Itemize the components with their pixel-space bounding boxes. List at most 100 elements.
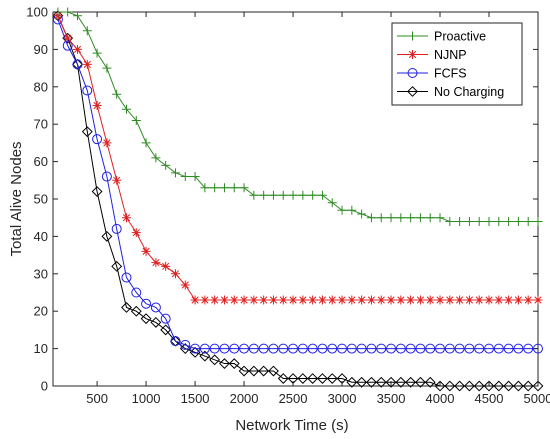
x-axis-ticks: 500 1000 1500 2000 2500 3000 3500 4000 4500 5000: [86, 12, 550, 406]
data-point: [228, 358, 240, 369]
data-point: [415, 343, 426, 354]
data-point: [523, 295, 533, 305]
data-point: [288, 295, 298, 305]
y-axis-ticks: 0 10 20 30 40 50 60 70 80 90 100: [26, 5, 538, 394]
data-point: [317, 373, 328, 384]
legend-marker: [407, 68, 418, 78]
data-point: [464, 216, 474, 226]
data-point: [435, 343, 446, 354]
data-point: [474, 343, 485, 354]
legend-label: Proactive: [434, 30, 486, 44]
x-tick-label: 1000: [132, 391, 161, 406]
data-point: [268, 295, 278, 305]
data-point: [307, 343, 318, 354]
data-point: [239, 295, 249, 305]
legend-marker: [408, 50, 417, 59]
data-point: [405, 376, 417, 388]
data-point: [111, 223, 122, 234]
data-point: [248, 343, 259, 354]
data-point: [131, 287, 142, 298]
series-no-charging: [52, 10, 544, 392]
x-tick-label: 1500: [181, 391, 210, 406]
data-point: [327, 295, 337, 305]
data-point: [121, 302, 132, 313]
y-tick-label: 70: [34, 117, 48, 132]
data-point: [512, 380, 524, 392]
data-point: [337, 205, 347, 215]
data-point: [229, 183, 239, 193]
data-point: [444, 343, 455, 354]
data-point: [101, 230, 113, 242]
y-tick-label: 30: [34, 266, 48, 281]
data-point: [425, 213, 435, 223]
data-point: [180, 339, 191, 350]
data-point: [258, 365, 270, 377]
data-point: [386, 213, 396, 223]
data-point: [91, 186, 103, 197]
data-point: [346, 343, 357, 354]
x-axis-label: Network Time (s): [235, 417, 348, 434]
data-point: [141, 246, 151, 256]
data-point: [385, 376, 397, 388]
data-point: [199, 343, 210, 354]
data-point: [395, 376, 407, 388]
data-point: [258, 343, 269, 354]
data-point: [150, 316, 162, 328]
data-point: [484, 295, 494, 305]
data-point: [238, 365, 250, 377]
legend-marker: [407, 86, 418, 97]
data-point: [483, 380, 495, 392]
data-point: [130, 305, 142, 317]
data-point: [190, 295, 200, 305]
data-point: [406, 295, 416, 305]
data-point: [347, 295, 357, 305]
data-point: [82, 85, 93, 96]
data-point: [278, 190, 288, 200]
data-point: [357, 295, 367, 305]
data-point: [140, 313, 152, 325]
data-point: [170, 269, 180, 279]
data-point: [200, 295, 210, 305]
x-tick-label: 2500: [279, 391, 308, 406]
data-point: [523, 216, 533, 226]
y-tick-label: 50: [34, 192, 48, 207]
legend-entry: Proactive: [397, 30, 486, 44]
data-point: [111, 260, 123, 272]
data-point: [317, 343, 328, 354]
data-point: [415, 295, 425, 305]
data-point: [464, 343, 475, 354]
data-point: [199, 350, 211, 362]
data-point: [356, 343, 367, 354]
data-point: [474, 216, 484, 226]
data-point: [454, 343, 465, 354]
data-point: [170, 336, 181, 347]
data-point: [327, 343, 338, 354]
data-point: [170, 168, 180, 178]
data-point: [415, 213, 425, 223]
legend-marker: [408, 31, 417, 41]
data-point: [82, 59, 92, 69]
data-point: [357, 209, 367, 219]
data-point: [326, 373, 338, 384]
legend-entry: No Charging: [397, 85, 504, 99]
data-point: [268, 365, 279, 377]
data-point: [72, 11, 82, 21]
data-point: [288, 190, 298, 200]
data-point: [494, 216, 504, 226]
data-point: [101, 171, 112, 182]
y-axis-label: Total Alive Nodes: [8, 141, 25, 256]
data-point: [298, 190, 308, 200]
data-point: [190, 172, 200, 182]
data-point: [414, 376, 426, 388]
data-point: [297, 343, 308, 354]
data-point: [386, 343, 397, 354]
data-point: [288, 343, 299, 354]
data-point: [307, 373, 319, 384]
data-point: [474, 295, 484, 305]
x-tick-label: 2000: [230, 391, 259, 406]
data-point: [425, 343, 436, 354]
data-point: [219, 295, 229, 305]
data-point: [396, 213, 406, 223]
data-point: [277, 373, 289, 384]
data-point: [210, 295, 220, 305]
